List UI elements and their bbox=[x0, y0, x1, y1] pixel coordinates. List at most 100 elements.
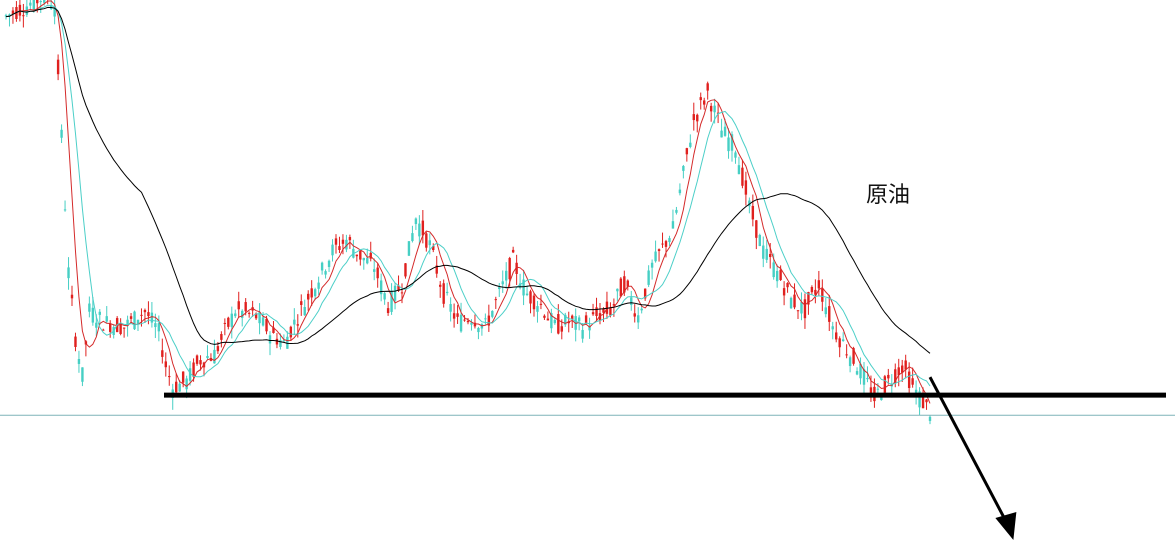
candle-up bbox=[755, 220, 758, 238]
candle-down bbox=[390, 290, 393, 312]
candle-up bbox=[897, 367, 900, 376]
candle-up bbox=[244, 302, 247, 312]
candle-up bbox=[619, 278, 623, 297]
candle-down bbox=[81, 367, 84, 382]
candle-down bbox=[762, 245, 765, 259]
candle-down bbox=[362, 257, 365, 261]
candle-down bbox=[654, 251, 657, 262]
candle-up bbox=[296, 324, 299, 326]
candle-up bbox=[779, 269, 782, 280]
candle-down bbox=[331, 244, 334, 256]
candle-up bbox=[769, 254, 772, 258]
candle-down bbox=[373, 269, 376, 272]
candle-down bbox=[414, 218, 418, 225]
candle-up bbox=[421, 220, 425, 236]
candle-down bbox=[411, 233, 414, 242]
candle-up bbox=[602, 308, 605, 313]
candle-down bbox=[647, 270, 650, 285]
candle-down bbox=[379, 280, 383, 295]
candle-down bbox=[324, 271, 327, 275]
candle-up bbox=[828, 306, 831, 322]
candle-up bbox=[341, 239, 345, 244]
candle-down bbox=[241, 310, 244, 318]
candle-up bbox=[237, 301, 240, 310]
candle-up bbox=[751, 205, 755, 220]
candle-up bbox=[706, 83, 709, 91]
candle-down bbox=[157, 323, 161, 332]
candle-up bbox=[852, 348, 855, 364]
candle-up bbox=[310, 288, 313, 298]
ma-slow-line bbox=[5, 6, 931, 354]
candle-down bbox=[4, 15, 8, 17]
candle-up bbox=[911, 378, 914, 385]
projection-arrow-head bbox=[995, 512, 1017, 540]
candle-down bbox=[234, 313, 237, 317]
candle-up bbox=[904, 360, 907, 370]
candle-down bbox=[313, 289, 317, 297]
candle-up bbox=[894, 369, 897, 383]
candle-down bbox=[775, 270, 779, 282]
candle-up bbox=[195, 355, 199, 364]
candle-up bbox=[265, 318, 268, 332]
candle-up bbox=[803, 299, 807, 319]
candle-up bbox=[598, 313, 602, 321]
candle-up bbox=[741, 167, 744, 186]
candle-down bbox=[928, 416, 932, 421]
candle-up bbox=[376, 267, 379, 279]
candle-down bbox=[918, 391, 921, 408]
candle-up bbox=[508, 258, 511, 280]
candle-down bbox=[60, 129, 63, 138]
candle-down bbox=[581, 329, 584, 339]
candle-up bbox=[609, 307, 612, 316]
candle-down bbox=[29, 2, 32, 6]
candle-down bbox=[862, 369, 866, 385]
candle-up bbox=[36, 0, 39, 4]
candle-down bbox=[848, 357, 852, 367]
candle-up bbox=[164, 361, 167, 368]
candle-up bbox=[452, 313, 456, 319]
candle-down bbox=[650, 262, 654, 268]
candle-down bbox=[188, 368, 192, 381]
candle-down bbox=[213, 349, 216, 364]
candle-down bbox=[185, 378, 188, 390]
ma-mid-line bbox=[5, 4, 931, 387]
candle-up bbox=[664, 241, 668, 247]
candle-down bbox=[824, 307, 827, 315]
candle-down bbox=[831, 326, 834, 330]
candle-up bbox=[129, 316, 133, 319]
candle-up bbox=[300, 301, 303, 305]
candle-down bbox=[671, 221, 675, 229]
candle-down bbox=[303, 307, 306, 316]
levels bbox=[0, 376, 1175, 540]
candle-up bbox=[161, 350, 164, 357]
candle-down bbox=[98, 311, 101, 315]
candle-up bbox=[289, 326, 293, 338]
candle-up bbox=[793, 294, 796, 308]
candle-up bbox=[883, 376, 887, 393]
candle-up bbox=[209, 357, 213, 361]
candle-down bbox=[640, 308, 643, 311]
candle-up bbox=[22, 15, 25, 17]
candle-down bbox=[286, 336, 289, 349]
candle-down bbox=[501, 281, 504, 285]
candle-up bbox=[810, 286, 814, 293]
candle-down bbox=[268, 335, 272, 344]
candle-down bbox=[320, 262, 324, 271]
candle-up bbox=[692, 114, 695, 121]
candle-up bbox=[543, 315, 546, 318]
candle-down bbox=[866, 377, 869, 380]
candle-down bbox=[449, 304, 452, 312]
candle-down bbox=[39, 1, 42, 3]
candle-down bbox=[505, 270, 508, 281]
candle-up bbox=[425, 233, 428, 248]
candle-up bbox=[786, 282, 789, 288]
candle-down bbox=[536, 306, 539, 312]
candle-down bbox=[914, 389, 918, 394]
candle-down bbox=[327, 260, 331, 268]
candle-down bbox=[564, 314, 567, 325]
candle-down bbox=[206, 355, 209, 359]
candle-down bbox=[498, 287, 501, 290]
candle-up bbox=[494, 299, 497, 301]
candle-up bbox=[102, 329, 105, 331]
candle-up bbox=[254, 313, 258, 319]
